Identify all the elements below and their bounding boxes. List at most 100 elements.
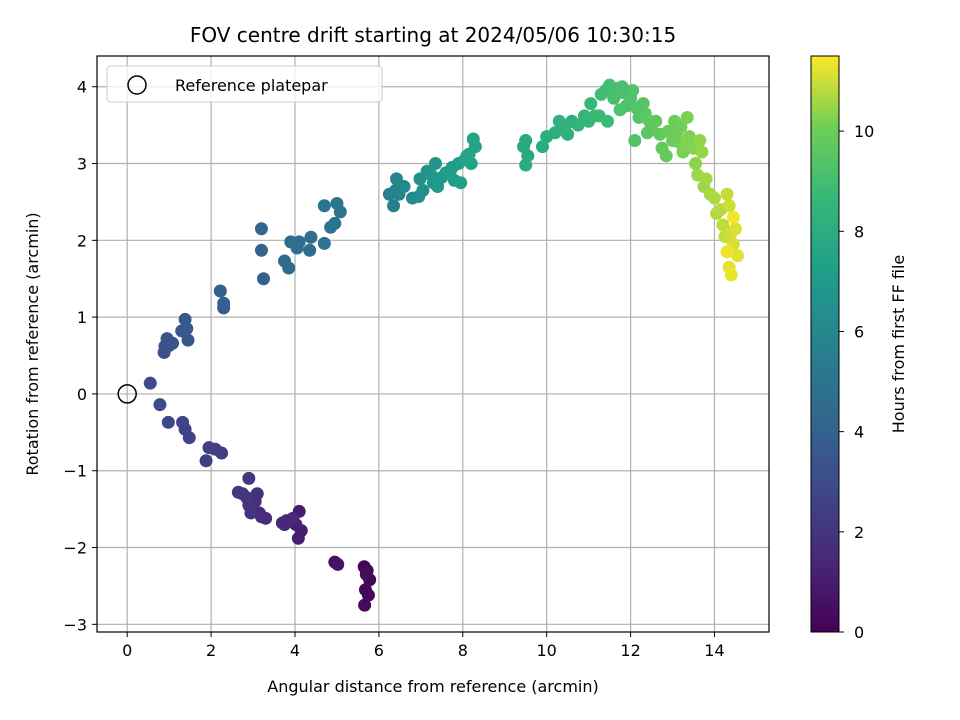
x-tick-label: 0 [122,641,132,660]
data-point [358,598,372,612]
data-point [689,157,703,171]
data-point [254,510,268,524]
data-point [166,336,180,350]
data-point [424,168,438,182]
data-point [670,126,684,140]
data-point [244,506,258,520]
data-point [571,118,585,132]
y-tick-label: −3 [63,615,87,634]
data-point [649,114,663,128]
data-point [584,97,598,111]
data-point [640,126,654,140]
reference-platepar-marker [117,384,137,404]
data-point [535,140,549,154]
colorbar [810,55,840,633]
y-tick-label: −2 [63,539,87,558]
data-point [291,531,305,545]
data-point [242,471,256,485]
data-point [617,86,631,100]
data-point [213,284,227,298]
data-point [443,164,457,178]
data-point [707,191,721,205]
plot-frame [96,55,770,633]
data-point [716,218,730,232]
data-point [153,398,167,412]
x-tick-label: 4 [290,641,300,660]
x-tick-label: 6 [374,641,384,660]
data-point [290,241,304,255]
colorbar-tick-label: 6 [854,322,864,341]
x-tick-label: 14 [704,641,724,660]
x-axis-label: Angular distance from reference (arcmin) [267,677,598,696]
x-tick-label: 2 [206,641,216,660]
y-tick-label: 0 [77,385,87,404]
data-point [601,114,615,128]
data-point [217,296,231,310]
scatter-points [143,78,745,612]
data-point [257,272,271,286]
data-point [387,199,401,213]
data-point [161,415,175,429]
colorbar-tick-label: 8 [854,222,864,241]
data-point [278,517,292,531]
data-point [361,588,375,602]
data-point [429,157,443,171]
y-tick-label: 3 [77,155,87,174]
data-point [359,567,373,581]
y-axis-ticks: −3 −2 −1 0 1 2 3 4 [63,78,97,634]
colorbar-tick-label: 4 [854,423,864,442]
data-point [720,187,734,201]
data-point [454,176,468,190]
data-point [397,180,411,194]
data-point [303,243,317,257]
data-point [250,487,264,501]
data-point [231,485,245,499]
data-point [181,333,195,347]
colorbar-ticks: 0 2 4 6 8 10 [839,122,874,642]
data-point [726,210,740,224]
colorbar-tick-label: 10 [854,122,874,141]
data-point [460,149,474,163]
x-tick-label: 12 [620,641,640,660]
data-point [722,199,736,213]
data-point [695,145,709,159]
data-point [178,312,192,326]
data-point [693,133,707,147]
y-tick-label: 4 [77,78,87,97]
y-axis-label: Rotation from reference (arcmin) [23,212,42,475]
colorbar-label: Hours from first FF file [889,255,908,434]
data-point [720,245,734,259]
data-point [317,236,331,250]
y-tick-label: 2 [77,231,87,250]
y-tick-label: −1 [63,462,87,481]
y-tick-label: 1 [77,308,87,327]
data-point [699,172,713,186]
colorbar-tick-label: 0 [854,623,864,642]
data-point [519,158,533,172]
data-point [333,205,347,219]
data-point [328,216,342,230]
data-point [731,249,745,263]
chart-title: FOV centre drift starting at 2024/05/06 … [190,23,676,47]
legend-marker-icon [127,75,147,95]
data-point [199,454,213,468]
data-point [728,222,742,236]
data-point [176,415,190,429]
colorbar-tick-label: 2 [854,523,864,542]
grid [97,56,769,632]
legend: Reference platepar [106,65,383,103]
data-point [317,199,331,213]
data-point [630,101,644,115]
data-point [678,137,692,151]
data-point [466,132,480,146]
legend-box [106,65,383,103]
data-point [304,230,318,244]
x-axis-ticks: 0 2 4 6 8 10 12 14 [122,632,725,660]
data-point [278,254,292,268]
data-point [254,243,268,257]
data-point [659,149,673,163]
data-point [559,118,573,132]
data-point [680,110,694,124]
data-point [331,557,345,571]
